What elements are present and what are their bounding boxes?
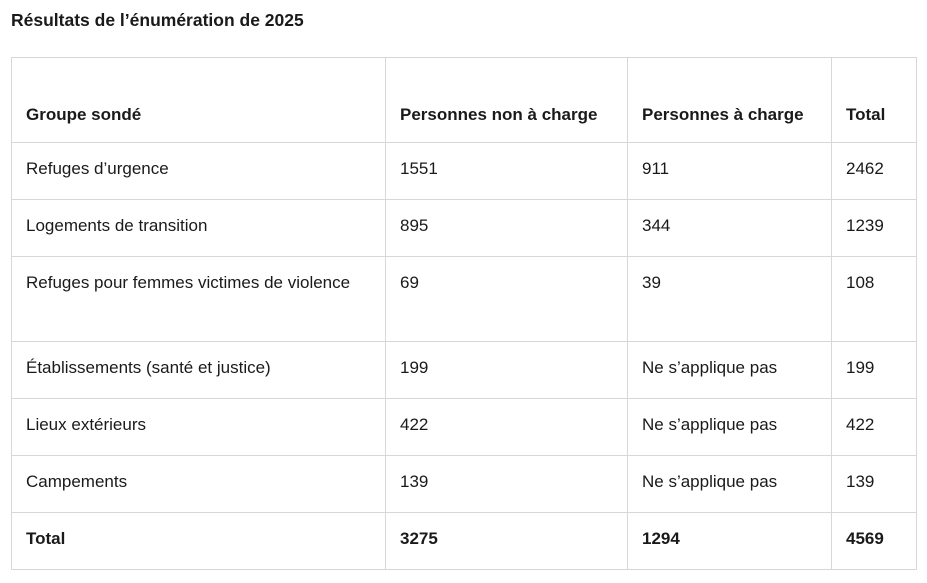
enumeration-results-table: Groupe sondé Personnes non à charge Pers…	[11, 56, 917, 570]
group-cell: Refuges pour femmes victimes de violence	[11, 255, 386, 342]
group-cell: Refuges d’urgence	[11, 141, 386, 200]
table-row: Refuges pour femmes victimes de violence…	[11, 255, 917, 342]
value-cell: 895	[385, 198, 628, 257]
value-cell: 1551	[385, 141, 628, 200]
total-value-cell: 3275	[385, 511, 628, 570]
group-cell: Établissements (santé et justice)	[11, 340, 386, 399]
table-row: Refuges d’urgence 1551 911 2462	[11, 141, 917, 200]
header-row: Groupe sondé Personnes non à charge Pers…	[11, 56, 917, 143]
value-cell: 344	[627, 198, 832, 257]
value-cell: 69	[385, 255, 628, 342]
value-cell: 199	[385, 340, 628, 399]
value-cell: 139	[831, 454, 917, 513]
value-cell: 199	[831, 340, 917, 399]
group-cell: Campements	[11, 454, 386, 513]
value-cell: 422	[385, 397, 628, 456]
column-header-groupe-sonde: Groupe sondé	[11, 56, 386, 143]
page-title: Résultats de l’énumération de 2025	[11, 10, 304, 30]
column-header-personnes-non-a-charge: Personnes non à charge	[385, 56, 628, 143]
value-cell: 911	[627, 141, 832, 200]
value-cell: Ne s’applique pas	[627, 397, 832, 456]
value-cell: 1239	[831, 198, 917, 257]
value-cell: 2462	[831, 141, 917, 200]
group-cell: Logements de transition	[11, 198, 386, 257]
table-row: Logements de transition 895 344 1239	[11, 198, 917, 257]
total-label-cell: Total	[11, 511, 386, 570]
value-cell: 108	[831, 255, 917, 342]
total-value-cell: 1294	[627, 511, 832, 570]
total-value-cell: 4569	[831, 511, 917, 570]
total-row: Total 3275 1294 4569	[11, 511, 917, 570]
table-row: Établissements (santé et justice) 199 Ne…	[11, 340, 917, 399]
table-row: Campements 139 Ne s’applique pas 139	[11, 454, 917, 513]
column-header-total: Total	[831, 56, 917, 143]
column-header-personnes-a-charge: Personnes à charge	[627, 56, 832, 143]
value-cell: 39	[627, 255, 832, 342]
value-cell: 422	[831, 397, 917, 456]
value-cell: Ne s’applique pas	[627, 340, 832, 399]
table-row: Lieux extérieurs 422 Ne s’applique pas 4…	[11, 397, 917, 456]
value-cell: 139	[385, 454, 628, 513]
value-cell: Ne s’applique pas	[627, 454, 832, 513]
group-cell: Lieux extérieurs	[11, 397, 386, 456]
